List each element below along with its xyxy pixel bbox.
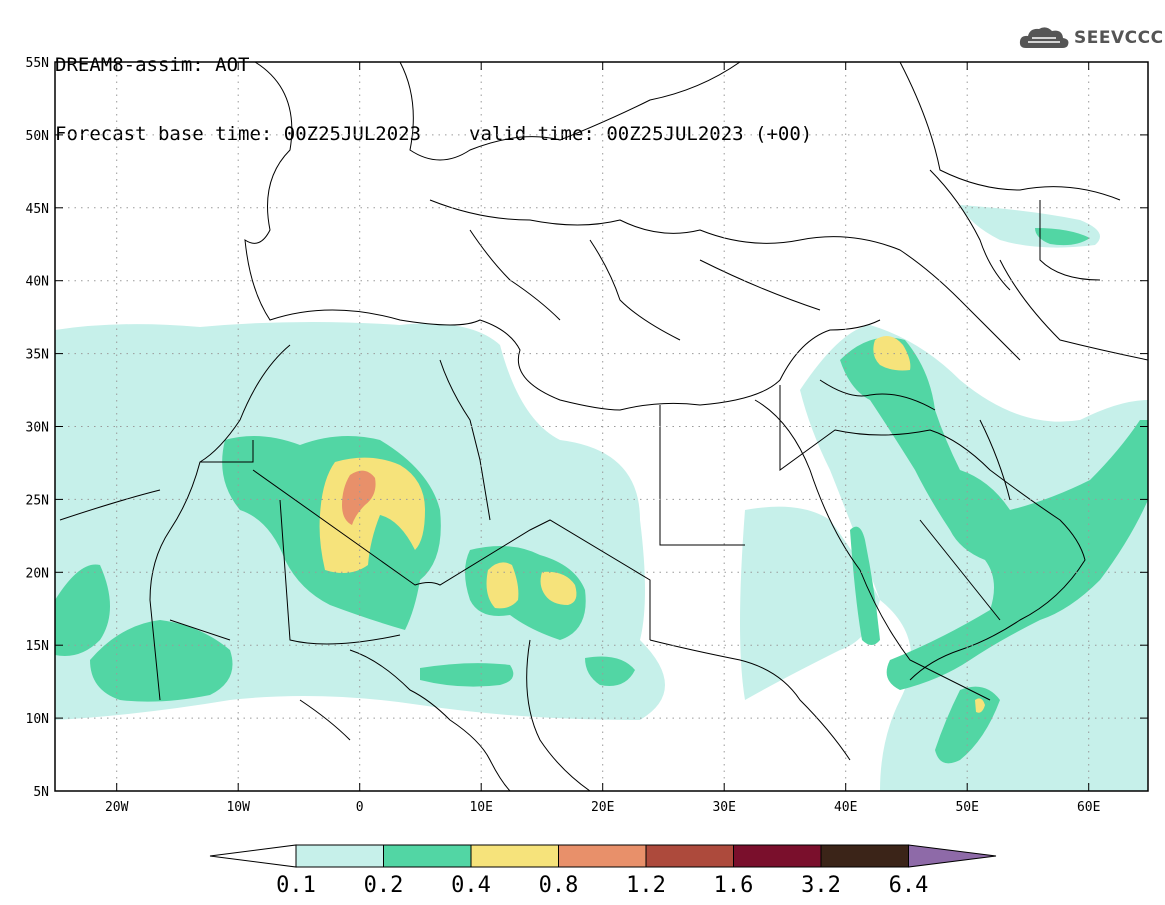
- map-title: DREAM8-assim: AOT: [55, 54, 250, 76]
- lat-label: 40N: [26, 275, 49, 290]
- map-header: DREAM8-assim: AOT Forecast base time: 00…: [55, 8, 812, 169]
- country-borders: [59, 62, 1148, 791]
- colorbar-segment: [820, 844, 909, 868]
- lat-label: 10N: [26, 712, 49, 727]
- lat-label: 15N: [26, 639, 49, 654]
- lat-label: 30N: [26, 421, 49, 436]
- lon-label: 10W: [226, 800, 250, 815]
- colorbar-label: 6.4: [889, 873, 929, 898]
- lon-label: 40E: [834, 800, 857, 815]
- colorbar-segment: [383, 844, 472, 868]
- lon-label: 0: [356, 800, 364, 815]
- logo-text: SEEVCCC: [1074, 28, 1164, 48]
- colorbar-label: 0.4: [451, 873, 491, 898]
- colorbar-segment: [470, 844, 559, 868]
- forecast-base-time: Forecast base time: 00Z25JUL2023: [55, 123, 422, 145]
- colorbar-segment: [295, 844, 384, 868]
- aot-level-0-8: [342, 470, 376, 525]
- lon-label: 30E: [712, 800, 735, 815]
- colorbar: 0.1 0.2 0.4 0.8 1.2 1.6 3.2 6.4: [209, 844, 997, 898]
- colorbar-label: 1.2: [626, 873, 666, 898]
- colorbar-label: 1.6: [714, 873, 754, 898]
- seevccc-logo: SEEVCCC: [1018, 24, 1164, 52]
- lon-label: 10E: [469, 800, 492, 815]
- colorbar-high-triangle: [908, 844, 997, 868]
- lon-label: 20W: [105, 800, 129, 815]
- lat-label: 25N: [26, 493, 49, 508]
- lat-label: 20N: [26, 566, 49, 581]
- colorbar-segment: [645, 844, 734, 868]
- lat-ticks: 55N 50N 45N 40N 35N 30N 25N 20N 15N 10N 5N: [26, 56, 1148, 800]
- lon-label: 60E: [1077, 800, 1100, 815]
- lat-label: 5N: [33, 785, 49, 800]
- colorbar-low-triangle: [209, 844, 297, 868]
- colorbar-segment: [558, 844, 647, 868]
- colorbar-segment: [733, 844, 822, 868]
- colorbar-label: 0.8: [539, 873, 579, 898]
- lat-gridlines: [55, 134, 1148, 719]
- lon-ticks: 20W 10W 0 10E 20E 30E 40E 50E 60E: [105, 62, 1100, 815]
- cloud-icon: [1019, 27, 1069, 48]
- lat-label: 55N: [26, 56, 49, 71]
- lon-gridlines: [116, 62, 1090, 791]
- lat-label: 45N: [26, 202, 49, 217]
- lat-label: 35N: [26, 348, 49, 363]
- colorbar-label: 0.2: [364, 873, 404, 898]
- lon-label: 20E: [591, 800, 614, 815]
- lon-label: 50E: [955, 800, 978, 815]
- aot-level-0-1: [55, 205, 1148, 791]
- colorbar-label: 0.1: [276, 873, 316, 898]
- aot-contours: [55, 205, 1148, 791]
- valid-time: valid time: 00Z25JUL2023 (+00): [469, 123, 813, 145]
- lat-label: 50N: [26, 129, 49, 144]
- colorbar-label: 3.2: [801, 873, 841, 898]
